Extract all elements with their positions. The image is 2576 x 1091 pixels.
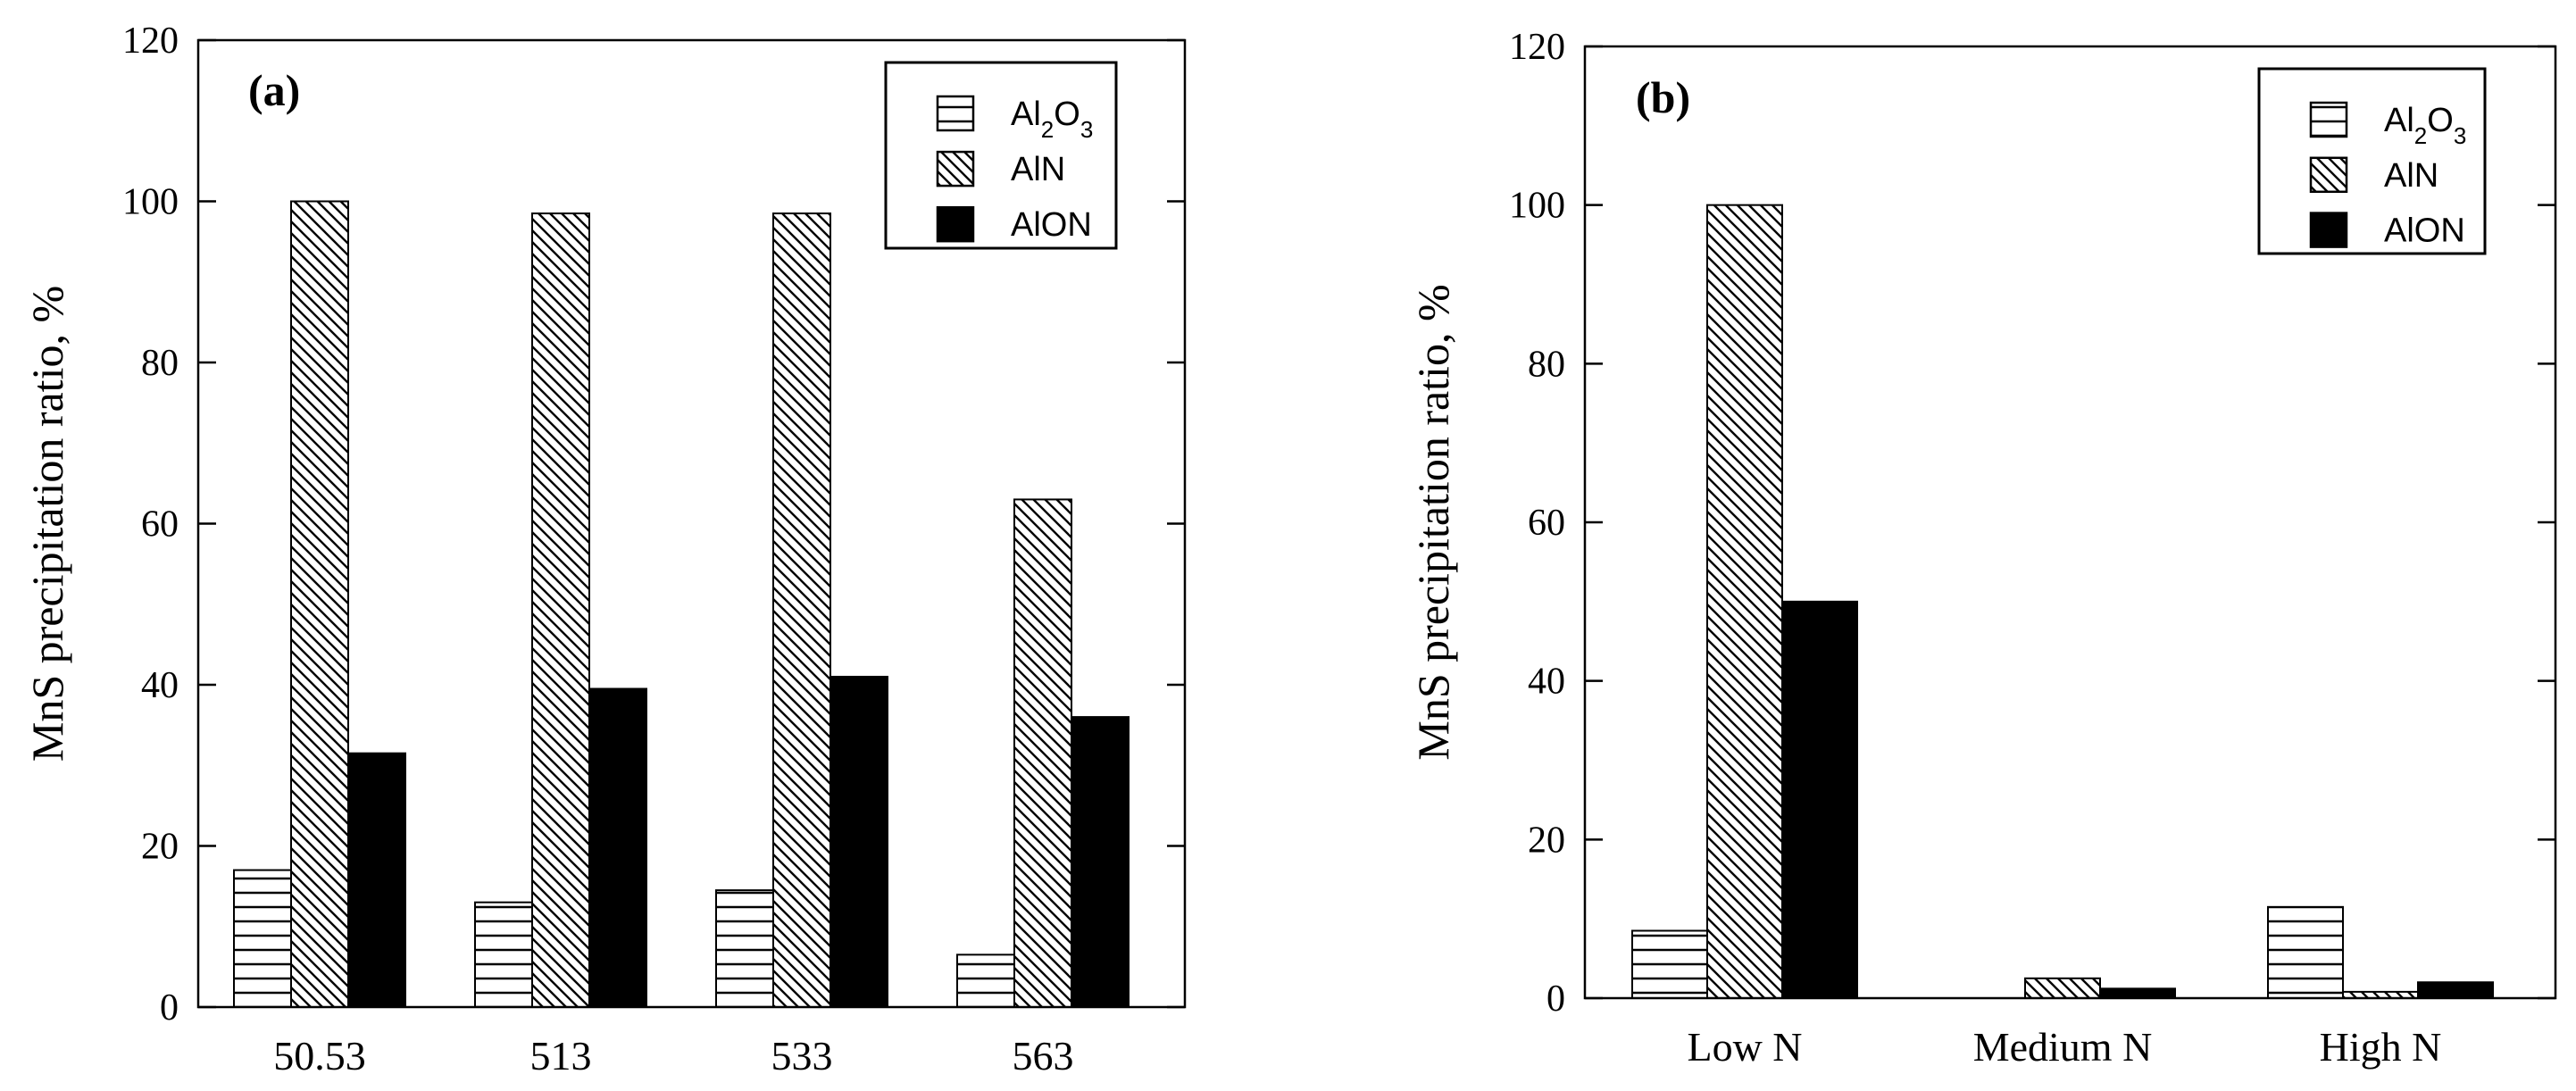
bar-aln-1 [290,200,349,1008]
legend-swatch-al2o3 [936,95,975,132]
legend-box [884,61,1118,250]
x-tick-label: Low N [1687,1024,1802,1070]
legend-label-aln: AlN [1011,151,1065,188]
legend-subscript: 2 [1041,116,1054,143]
x-tick-label: 513 [530,1033,592,1079]
y-tick-label: 0 [160,987,179,1029]
bar-aln-3 [772,212,831,1009]
panel-b-chart: Low N Medium N High N 0 20 40 60 80 100 120 MnS pr… [1408,27,2557,1070]
legend-label-al2o3: Al2O3 [1011,96,1093,143]
y-tick-label: 100 [122,182,179,223]
bar-alon-4 [1071,716,1130,1008]
x-tick-label: 533 [771,1033,833,1079]
legend-swatch-alon [2309,212,2348,248]
legend-text-part: Al [1011,96,1041,133]
bar-aln-2 [2024,977,2101,999]
x-tick-label: High N [2320,1024,2442,1070]
y-tick-label: 40 [1528,662,1565,703]
bar-al2o3-1 [1631,929,1708,1000]
legend-label-alon: AlON [2384,212,2465,250]
legend-subscript: 2 [2414,122,2427,149]
bar-al2o3-3 [715,889,774,1009]
bar-aln-1 [1706,204,1783,999]
x-tick-label: 563 [1013,1033,1074,1079]
y-tick-label: 0 [1546,979,1565,1020]
y-axis-title: MnS precipitation ratio, % [22,286,72,762]
y-tick-label: 60 [141,504,179,546]
bar-al2o3-1 [233,869,292,1009]
bar-alon-1 [1781,600,1858,999]
panel-a-chart: 50.53 513 533 563 0 20 40 60 80 100 120 MnS precipi… [22,21,1187,1079]
y-tick-label: 80 [141,343,179,384]
y-tick-label: 60 [1528,503,1565,544]
bar-alon-1 [347,752,406,1009]
bar-alon-2 [2099,987,2176,999]
y-tick-label: 80 [1528,344,1565,385]
bar-al2o3-4 [956,954,1015,1009]
legend-box [2257,67,2487,255]
x-tick-label: Medium N [1973,1024,2153,1070]
bar-alon-2 [588,687,647,1008]
legend-subscript: 3 [2454,122,2466,149]
legend-swatch-alon [936,205,975,243]
bar-alon-3 [2417,981,2494,999]
bar-alon-3 [829,675,888,1008]
legend-label-alon: AlON [1011,206,1092,244]
x-tick-label: 50.53 [273,1033,366,1079]
legend-text-part: O [2427,102,2454,139]
legend-swatch-aln [936,150,975,187]
y-tick-label: 100 [1509,186,1565,227]
legend-text-part: O [1054,96,1080,133]
y-axis-title: MnS precipitation ratio, % [1408,284,1458,760]
legend-label-al2o3: Al2O3 [2384,102,2466,149]
bar-al2o3-2 [474,901,533,1008]
bar-aln-4 [1013,498,1072,1008]
legend-label-aln: AlN [2384,157,2438,195]
bar-al2o3-3 [2267,905,2344,1000]
y-tick-label: 120 [122,21,179,62]
y-tick-label: 20 [141,827,179,868]
y-tick-label: 40 [141,665,179,706]
y-tick-label: 120 [1509,27,1565,68]
legend-subscript: 3 [1080,116,1093,143]
legend-swatch-aln [2309,156,2348,194]
panel-label: (a) [248,65,300,115]
legend-text-part: Al [2384,102,2414,139]
y-tick-label: 20 [1528,820,1565,861]
panel-label: (b) [1636,72,1690,122]
bar-aln-2 [531,212,590,1009]
legend-swatch-al2o3 [2309,101,2348,138]
